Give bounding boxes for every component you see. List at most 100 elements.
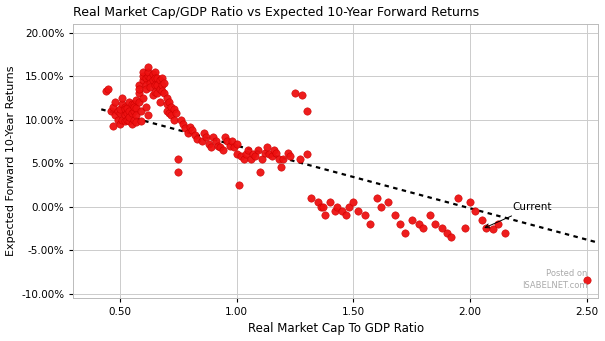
Point (157, 88, 167, 93)
Point (148, 78, 157, 83)
Point (353, 208, 363, 213)
Point (101, 88, 111, 93)
Point (255, 169, 265, 175)
Point (237, 153, 246, 159)
Point (232, 141, 241, 147)
Point (129, 104, 139, 109)
Point (234, 182, 244, 188)
Point (127, 121, 137, 127)
Point (185, 124, 195, 129)
Point (243, 147, 253, 153)
Point (127, 110, 137, 115)
Point (302, 152, 312, 157)
Point (395, 221, 405, 227)
Point (384, 199, 393, 205)
Point (286, 153, 295, 159)
Point (125, 119, 134, 124)
Point (143, 113, 153, 118)
Point (113, 108, 122, 114)
Point (500, 230, 510, 235)
Point (211, 138, 220, 144)
Point (164, 110, 174, 115)
Point (131, 119, 141, 125)
Point (117, 117, 127, 122)
Point (136, 119, 146, 124)
Point (155, 100, 165, 105)
Point (239, 156, 249, 161)
Point (197, 138, 206, 144)
Point (360, 212, 370, 218)
Point (134, 91, 143, 96)
Point (488, 226, 498, 232)
Point (241, 152, 251, 157)
Point (157, 82, 167, 88)
Point (220, 134, 230, 140)
Point (117, 95, 127, 101)
Point (162, 95, 171, 101)
Point (213, 143, 223, 148)
Point (419, 225, 428, 231)
Point (316, 204, 325, 209)
Point (122, 117, 132, 122)
Point (190, 133, 200, 138)
Point (229, 145, 239, 150)
Point (460, 225, 470, 231)
Point (283, 150, 293, 155)
Point (139, 78, 148, 83)
Point (183, 130, 192, 135)
Point (188, 127, 197, 133)
Point (325, 199, 335, 205)
Point (321, 212, 330, 218)
Point (204, 141, 214, 147)
Point (120, 104, 129, 109)
Point (108, 123, 118, 128)
Point (120, 119, 129, 124)
Point (201, 134, 211, 140)
Point (318, 204, 328, 209)
Y-axis label: Expected Forward 10-Year Returns: Expected Forward 10-Year Returns (5, 65, 16, 256)
Point (141, 104, 151, 109)
Point (330, 208, 339, 213)
Point (143, 73, 153, 79)
Text: Current: Current (485, 202, 552, 228)
Point (134, 82, 143, 88)
Point (477, 217, 486, 222)
Point (407, 217, 416, 222)
Point (145, 84, 155, 89)
Point (425, 212, 435, 218)
Point (307, 195, 316, 201)
Point (276, 165, 286, 170)
Point (232, 152, 241, 157)
Point (176, 117, 186, 122)
Point (106, 108, 116, 114)
X-axis label: Real Market Cap To GDP Ratio: Real Market Cap To GDP Ratio (247, 323, 424, 336)
Point (115, 110, 125, 115)
Point (164, 100, 174, 105)
Point (269, 147, 279, 153)
Point (267, 153, 276, 159)
Point (274, 156, 284, 161)
Point (125, 100, 134, 105)
Point (332, 204, 342, 209)
Point (117, 101, 127, 107)
Point (136, 108, 146, 114)
Point (482, 225, 491, 231)
Point (131, 98, 141, 103)
Point (125, 108, 134, 114)
Text: Posted on
ISABELNET.com: Posted on ISABELNET.com (522, 269, 588, 290)
Point (166, 104, 176, 109)
Point (218, 147, 227, 153)
Point (122, 105, 132, 111)
Point (115, 121, 125, 127)
Point (150, 89, 160, 94)
Point (260, 150, 269, 155)
Point (141, 86, 151, 92)
Point (430, 221, 440, 227)
Point (365, 221, 374, 227)
Point (258, 156, 267, 161)
Point (295, 156, 304, 161)
Point (108, 104, 118, 109)
Point (139, 95, 148, 101)
Point (341, 212, 351, 218)
Point (278, 156, 288, 161)
